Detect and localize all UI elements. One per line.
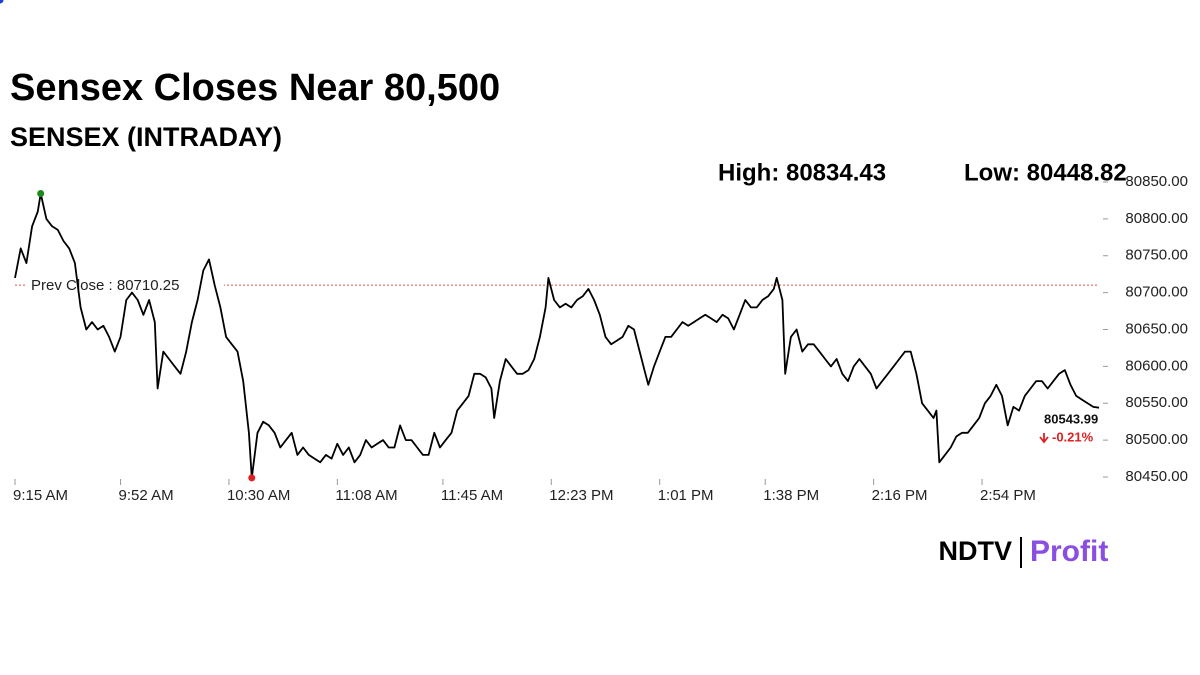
chart-subtitle: SENSEX (INTRADAY) bbox=[10, 122, 282, 152]
prev-close-label: Prev Close : 80710.25 bbox=[31, 277, 179, 294]
x-tick-label: 10:30 AM bbox=[227, 487, 290, 504]
logo-right: Profit bbox=[1030, 535, 1108, 568]
point-marker bbox=[37, 189, 45, 197]
x-tick-label: 2:54 PM bbox=[980, 487, 1036, 504]
y-tick-label: 80650.00 bbox=[1125, 320, 1188, 337]
down-arrow bbox=[1039, 433, 1049, 444]
prev-close-bg bbox=[26, 274, 224, 297]
low-text: Low: 80448.82 bbox=[964, 159, 1127, 186]
y-tick-label: 80450.00 bbox=[1125, 468, 1188, 485]
chart-title: Sensex Closes Near 80,500 bbox=[10, 67, 500, 109]
y-tick-label: 80500.00 bbox=[1125, 431, 1188, 448]
y-tick-label: 80750.00 bbox=[1125, 247, 1188, 264]
x-tick-label: 1:01 PM bbox=[658, 487, 714, 504]
x-tick-label: 9:52 AM bbox=[119, 487, 174, 504]
price-line bbox=[14, 192, 1100, 479]
high-text: High: 80834.43 bbox=[718, 159, 886, 186]
point-marker bbox=[248, 474, 256, 482]
plot-area: 80450.00 80500.00 80550.00 80600.00 80650.00… bbox=[0, 0, 1188, 504]
point-marker bbox=[0, 0, 4, 4]
x-tick-label: 2:16 PM bbox=[872, 487, 928, 504]
x-tick-label: 12:23 PM bbox=[549, 487, 613, 504]
last-value-label: 80543.99 bbox=[1044, 411, 1098, 426]
y-tick-label: 80600.00 bbox=[1125, 357, 1188, 374]
logo-left: NDTV bbox=[939, 536, 1013, 566]
y-tick-label: 80700.00 bbox=[1125, 284, 1188, 301]
x-tick-label: 1:38 PM bbox=[763, 487, 819, 504]
x-tick-label: 11:08 AM bbox=[335, 487, 397, 504]
y-tick-label: 80800.00 bbox=[1125, 210, 1188, 227]
x-tick-label: 9:15 AM bbox=[13, 487, 68, 504]
change-label: -0.21% bbox=[1052, 429, 1094, 444]
y-tick-label: 80850.00 bbox=[1125, 173, 1188, 190]
x-tick-label: 11:45 AM bbox=[441, 487, 503, 504]
y-tick-label: 80550.00 bbox=[1125, 394, 1188, 411]
